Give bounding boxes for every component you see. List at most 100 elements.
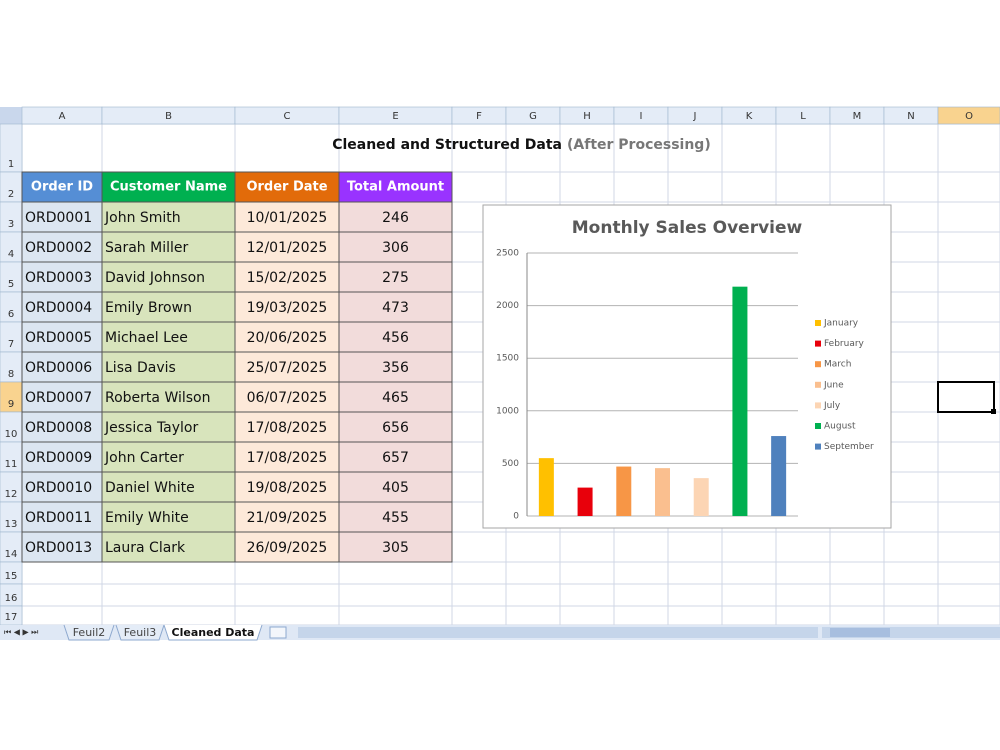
row-header-label: 7 <box>8 339 14 350</box>
table-cell[interactable] <box>338 381 453 413</box>
row-header-label: 9 <box>8 399 14 410</box>
table-cell-text: ORD0004 <box>25 300 92 316</box>
sheet-tab-label[interactable]: Feuil3 <box>124 626 157 639</box>
legend-swatch <box>815 361 821 368</box>
bar <box>577 487 593 516</box>
table-cell-text: Michael Lee <box>105 330 188 346</box>
table-cell[interactable] <box>21 231 103 263</box>
column-header-label: M <box>853 111 862 122</box>
table-header-cell[interactable] <box>21 171 103 203</box>
table-cell-text: 405 <box>382 480 409 496</box>
legend-swatch <box>815 443 821 450</box>
column-header[interactable] <box>937 106 1000 125</box>
table-cell[interactable] <box>338 501 453 533</box>
table-cell[interactable] <box>21 501 103 533</box>
table-cell[interactable] <box>338 471 453 503</box>
selected-cell <box>937 381 995 413</box>
table-cell-text: ORD0013 <box>25 540 92 556</box>
table-cell[interactable] <box>101 411 236 443</box>
table-header-text: Customer Name <box>110 180 227 195</box>
table-cell[interactable] <box>101 381 236 413</box>
table-header-cell[interactable] <box>101 171 236 203</box>
table-header-cell[interactable] <box>338 171 453 203</box>
horizontal-scrollbar[interactable] <box>298 627 818 638</box>
table-cell-text: 12/01/2025 <box>247 240 328 256</box>
table-cell[interactable] <box>21 411 103 443</box>
legend-label: March <box>824 360 851 370</box>
table-cell-text: 26/09/2025 <box>247 540 328 556</box>
row-header-label: 14 <box>5 549 18 560</box>
table-cell[interactable] <box>21 441 103 473</box>
table-header-cell[interactable] <box>234 171 340 203</box>
table-cell-text: 20/06/2025 <box>247 330 328 346</box>
row-header-label: 3 <box>8 219 14 230</box>
table-cell[interactable] <box>101 351 236 383</box>
table-header-text: Total Amount <box>347 180 444 195</box>
column-header-label: G <box>529 111 537 122</box>
table-cell[interactable] <box>234 321 340 353</box>
table-cell-text: ORD0003 <box>25 270 92 286</box>
table-cell-text: Roberta Wilson <box>105 390 211 406</box>
table-cell[interactable] <box>338 231 453 263</box>
select-all-corner[interactable] <box>0 107 22 124</box>
column-header-label: E <box>392 111 398 122</box>
table-header-text: Order Date <box>246 180 327 195</box>
table-cell[interactable] <box>234 201 340 233</box>
table-cell[interactable] <box>234 441 340 473</box>
table-cell[interactable] <box>21 531 103 563</box>
table-cell[interactable] <box>101 321 236 353</box>
table-cell[interactable] <box>338 321 453 353</box>
table-cell-text: 246 <box>382 210 409 226</box>
bar <box>693 478 709 516</box>
table-cell-text: ORD0001 <box>25 210 92 226</box>
fill-handle <box>991 409 996 414</box>
sheet-tab[interactable] <box>63 624 115 641</box>
table-cell[interactable] <box>21 381 103 413</box>
table-cell-text: ORD0011 <box>25 510 92 526</box>
table-cell-text: ORD0006 <box>25 360 92 376</box>
table-cell[interactable] <box>101 501 236 533</box>
sheet-tab-label[interactable]: Feuil2 <box>73 626 106 639</box>
row-header-label: 4 <box>8 249 14 260</box>
legend-label: August <box>824 422 856 432</box>
table-cell[interactable] <box>101 441 236 473</box>
table-cell[interactable] <box>338 531 453 563</box>
table-cell[interactable] <box>338 411 453 443</box>
table-cell[interactable] <box>338 201 453 233</box>
sheet-tab[interactable] <box>115 624 165 641</box>
y-tick-label: 0 <box>513 512 519 522</box>
table-cell[interactable] <box>234 291 340 323</box>
row-header-label: 6 <box>8 309 14 320</box>
table-cell[interactable] <box>101 471 236 503</box>
table-cell-text: David Johnson <box>105 270 205 286</box>
table-cell-text: ORD0007 <box>25 390 92 406</box>
legend-label: February <box>824 339 865 349</box>
row-header-label: 10 <box>5 429 18 440</box>
y-tick-label: 2000 <box>496 301 519 311</box>
table-cell-text: ORD0009 <box>25 450 92 466</box>
column-header-label: L <box>800 111 806 122</box>
scrollbar-thumb[interactable] <box>830 628 890 637</box>
row-header-label: 12 <box>5 489 18 500</box>
table-cell-text: 21/09/2025 <box>247 510 328 526</box>
table-cell-text: 15/02/2025 <box>247 270 328 286</box>
table-cell-text: 356 <box>382 360 409 376</box>
table-cell[interactable] <box>21 201 103 233</box>
new-sheet-button[interactable] <box>269 626 287 639</box>
chart-title: Monthly Sales Overview <box>572 218 803 238</box>
table-cell-text: 456 <box>382 330 409 346</box>
table-cell[interactable] <box>338 441 453 473</box>
column-header-label: O <box>965 111 973 122</box>
horizontal-scrollbar[interactable] <box>822 627 1000 638</box>
table-cell-text: 25/07/2025 <box>247 360 328 376</box>
sheet-title: Cleaned and Structured Data <box>332 137 562 153</box>
table-cell[interactable] <box>234 351 340 383</box>
table-cell-text: 19/03/2025 <box>247 300 328 316</box>
row-header-label: 17 <box>5 612 18 623</box>
table-cell[interactable] <box>234 531 340 563</box>
table-cell-text: Emily Brown <box>105 300 192 316</box>
sheet-tab[interactable] <box>163 624 263 641</box>
sheet-tab-label[interactable]: Cleaned Data <box>172 626 255 639</box>
legend-swatch <box>815 423 821 429</box>
table-cell-text: Daniel White <box>105 480 195 496</box>
